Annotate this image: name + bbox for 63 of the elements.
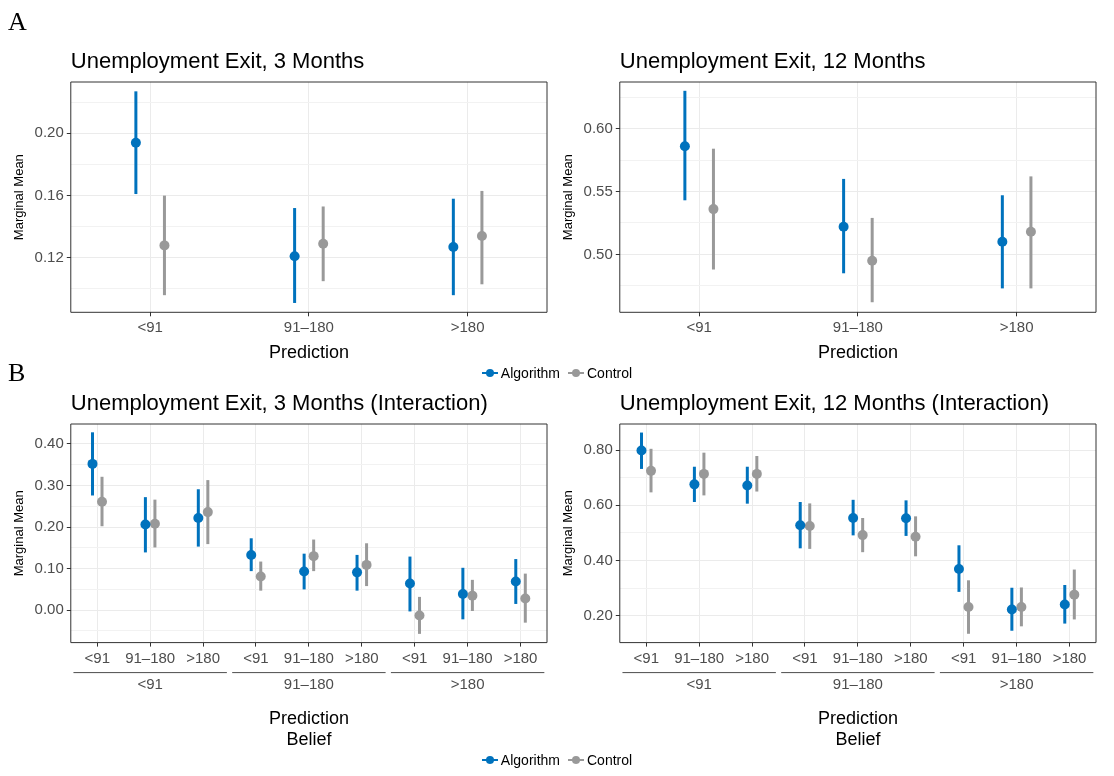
text: B bbox=[8, 358, 26, 387]
y-axis-title: Marginal Mean bbox=[560, 490, 576, 577]
x-tick-label: >180 bbox=[450, 318, 485, 336]
chart-title: Unemployment Exit, 3 Months bbox=[70, 48, 365, 74]
y-axis-title: Marginal Mean bbox=[11, 490, 27, 577]
x-tick-label: >180 bbox=[503, 648, 538, 666]
y-axis-title: Marginal Mean bbox=[11, 154, 27, 241]
x-tick-label: >180 bbox=[735, 648, 769, 666]
chart-title: Unemployment Exit, 3 Months (Interaction) bbox=[70, 390, 488, 416]
x-tick-label: <91 bbox=[792, 648, 818, 666]
x-tick-label: 91–180 bbox=[991, 648, 1042, 666]
x-tick-label: <91 bbox=[401, 648, 428, 666]
x-tick-label: 91–180 bbox=[832, 648, 883, 666]
chart-title: Unemployment Exit, 12 Months bbox=[619, 48, 926, 74]
x-tick-label: >180 bbox=[999, 318, 1034, 336]
text: 91–180 bbox=[832, 675, 883, 693]
y-tick-label: 0.40 bbox=[583, 550, 613, 568]
x-tick-label: >180 bbox=[893, 648, 928, 666]
y-tick-label: 0.20 bbox=[583, 605, 613, 623]
chart-title: Unemployment Exit, 12 Months (Interaction) bbox=[619, 390, 1049, 416]
y-tick-label: 0.60 bbox=[583, 495, 613, 513]
x-tick-label: >180 bbox=[344, 648, 379, 666]
x-tick-label: <91 bbox=[84, 648, 110, 666]
x-tick-label: <91 bbox=[137, 318, 163, 336]
y-tick-label: 0.10 bbox=[34, 558, 64, 576]
y-tick-label: 0.20 bbox=[34, 123, 64, 141]
x-tick-label: <91 bbox=[633, 648, 659, 666]
text: >180 bbox=[999, 675, 1034, 693]
x-tick-label: 91–180 bbox=[674, 648, 725, 666]
y-tick-label: 0.80 bbox=[583, 440, 613, 458]
x-axis-title: Prediction bbox=[268, 341, 349, 362]
legend-label: Control bbox=[587, 752, 633, 768]
x-tick-label: 91–180 bbox=[283, 648, 334, 666]
text: A bbox=[8, 7, 27, 36]
legend-label: Control bbox=[587, 365, 633, 381]
x-tick-label: >180 bbox=[1052, 648, 1087, 666]
x-tick-label: 91–180 bbox=[442, 648, 493, 666]
x-tick-label: >180 bbox=[186, 648, 220, 666]
x-tick-label: 91–180 bbox=[125, 648, 176, 666]
text: <91 bbox=[686, 675, 712, 693]
x-tick-label: 91–180 bbox=[283, 318, 334, 336]
legend-label: Algorithm bbox=[500, 365, 560, 381]
y-tick-label: 0.30 bbox=[34, 475, 64, 493]
y-tick-label: 0.50 bbox=[583, 244, 613, 262]
text: >180 bbox=[450, 675, 485, 693]
x-axis-title: Prediction Belief bbox=[268, 707, 349, 749]
text: <91 bbox=[137, 675, 163, 693]
x-tick-label: <91 bbox=[950, 648, 977, 666]
x-axis-title: Prediction Belief bbox=[817, 707, 898, 749]
text: 91–180 bbox=[283, 675, 334, 693]
y-axis-title: Marginal Mean bbox=[560, 154, 576, 241]
y-tick-label: 0.20 bbox=[34, 517, 64, 535]
y-tick-label: 0.16 bbox=[34, 185, 64, 203]
y-tick-label: 0.60 bbox=[583, 118, 613, 136]
y-tick-label: 0.00 bbox=[34, 600, 64, 618]
x-tick-label: <91 bbox=[686, 318, 712, 336]
y-tick-label: 0.12 bbox=[34, 247, 64, 265]
x-tick-label: 91–180 bbox=[832, 318, 883, 336]
y-tick-label: 0.40 bbox=[34, 434, 64, 452]
x-tick-label: <91 bbox=[243, 648, 269, 666]
x-axis-title: Prediction bbox=[817, 341, 898, 362]
legend-label: Algorithm bbox=[500, 752, 560, 768]
y-tick-label: 0.55 bbox=[583, 181, 613, 199]
